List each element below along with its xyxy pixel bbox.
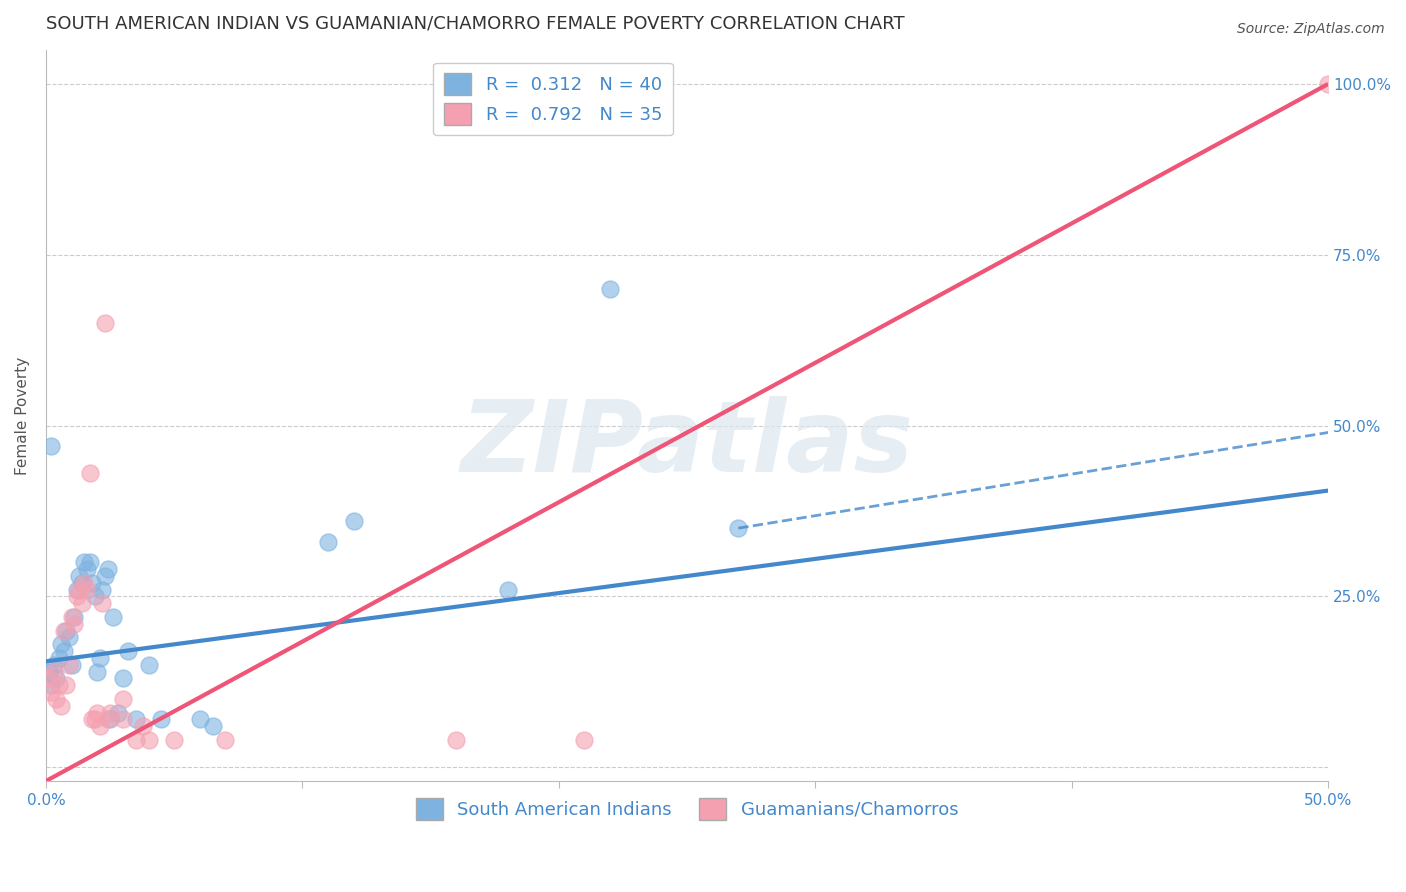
Point [107,706,129,720]
Point [76,582,98,597]
Point [111,672,134,686]
Point [79,555,101,569]
Text: SOUTH AMERICAN INDIAN VS GUAMANIAN/CHAMORRO FEMALE POVERTY CORRELATION CHART: SOUTH AMERICAN INDIAN VS GUAMANIAN/CHAMO… [46,15,904,33]
Y-axis label: Female Poverty: Female Poverty [15,356,30,475]
Point [48,651,70,665]
Point [83,713,105,727]
Point [163,733,186,747]
Point [111,713,134,727]
Point [343,514,366,528]
Point [42,657,65,672]
Point [1317,77,1340,91]
Point [94,316,117,330]
Point [96,562,118,576]
Point [39,685,62,699]
Point [58,631,80,645]
Point [73,575,96,590]
Point [60,610,83,624]
Point [96,713,118,727]
Point [82,575,104,590]
Point [214,733,236,747]
Text: ZIPatlas: ZIPatlas [461,396,914,493]
Point [76,562,98,576]
Point [82,713,104,727]
Point [138,657,160,672]
Point [86,706,108,720]
Point [48,678,70,692]
Point [70,596,93,610]
Point [446,733,468,747]
Point [138,733,160,747]
Point [55,678,77,692]
Point [63,610,86,624]
Point [188,713,211,727]
Point [79,467,101,481]
Point [150,713,173,727]
Point [51,698,73,713]
Point [45,672,67,686]
Point [67,569,90,583]
Point [89,651,111,665]
Point [38,672,60,686]
Point [94,569,117,583]
Point [67,582,90,597]
Point [58,657,80,672]
Point [66,582,89,597]
Point [55,624,77,638]
Point [66,590,89,604]
Point [70,575,93,590]
Legend: South American Indians, Guamanians/Chamorros: South American Indians, Guamanians/Chamo… [409,790,966,827]
Point [98,706,121,720]
Point [45,692,67,706]
Point [42,665,65,679]
Point [52,624,75,638]
Point [39,678,62,692]
Point [52,644,75,658]
Point [727,521,749,535]
Point [496,582,519,597]
Point [51,637,73,651]
Point [91,596,114,610]
Point [117,644,139,658]
Point [60,657,83,672]
Point [98,713,121,727]
Point [101,610,124,624]
Point [89,719,111,733]
Point [83,590,105,604]
Point [39,439,62,453]
Text: Source: ZipAtlas.com: Source: ZipAtlas.com [1237,22,1385,37]
Point [574,733,596,747]
Point [125,733,148,747]
Point [316,534,339,549]
Point [201,719,224,733]
Point [63,616,86,631]
Point [86,665,108,679]
Point [599,282,621,296]
Point [91,582,114,597]
Point [132,719,155,733]
Point [111,692,134,706]
Point [125,713,148,727]
Point [38,665,60,679]
Point [73,555,96,569]
